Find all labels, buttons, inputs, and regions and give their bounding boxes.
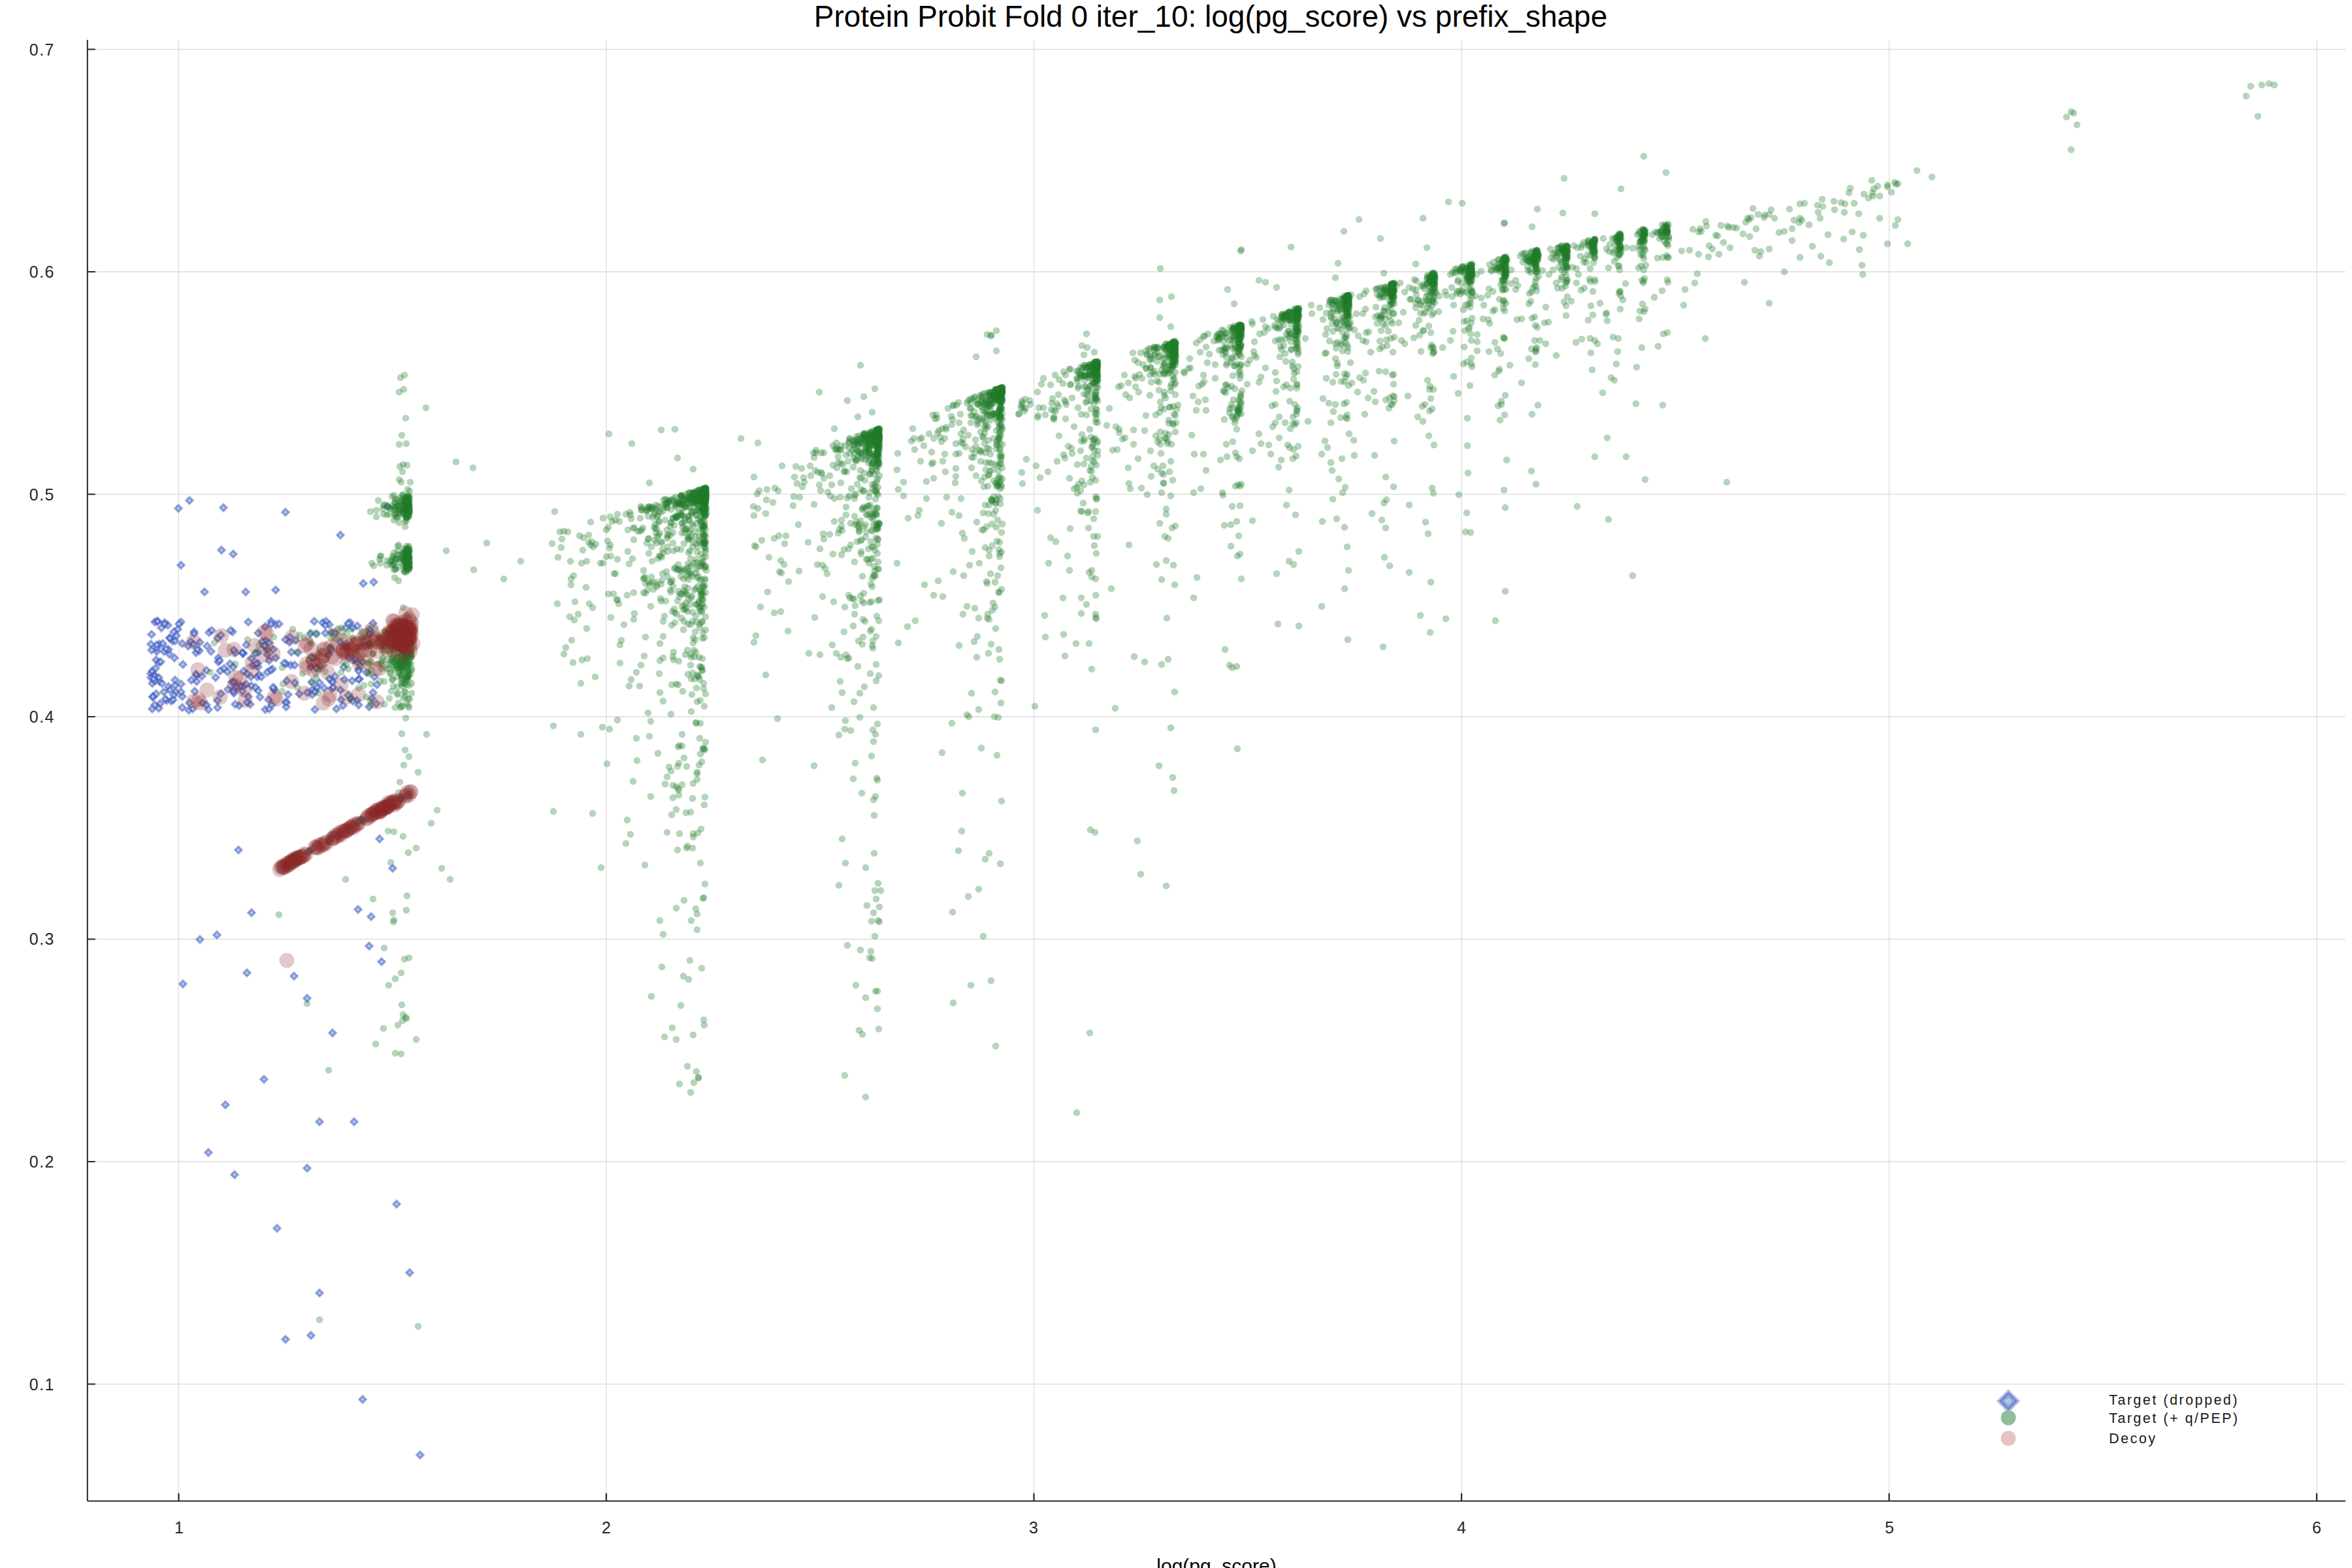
svg-text:Protein Probit Fold 0 iter_10:: Protein Probit Fold 0 iter_10: log(pg_sc… [814,0,1608,33]
svg-text:0.1: 0.1 [29,1375,55,1394]
svg-text:5: 5 [1885,1518,1894,1537]
svg-text:0.4: 0.4 [29,708,55,726]
svg-text:Decoy: Decoy [2109,1431,2157,1446]
svg-text:1: 1 [174,1518,184,1537]
svg-text:Target (dropped): Target (dropped) [2109,1392,2239,1408]
svg-text:3: 3 [1029,1518,1038,1537]
svg-text:0.6: 0.6 [29,263,55,281]
svg-text:0.3: 0.3 [29,930,55,948]
svg-text:0.5: 0.5 [29,485,55,504]
svg-text:6: 6 [2312,1518,2321,1537]
svg-text:log(pg_score): log(pg_score) [1156,1555,1276,1568]
svg-text:2: 2 [602,1518,611,1537]
svg-text:0.7: 0.7 [29,41,55,59]
svg-text:Target (+ q/PEP): Target (+ q/PEP) [2109,1411,2240,1426]
svg-text:4: 4 [1457,1518,1466,1537]
svg-text:0.2: 0.2 [29,1152,55,1171]
